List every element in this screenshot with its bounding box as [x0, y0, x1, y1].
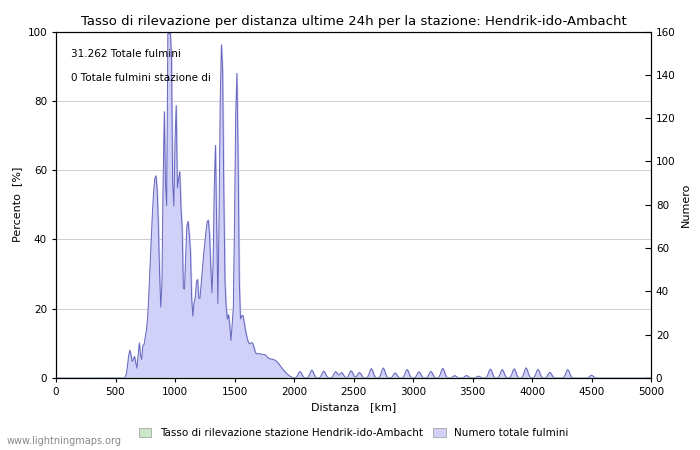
Text: www.lightningmaps.org: www.lightningmaps.org: [7, 436, 122, 446]
Title: Tasso di rilevazione per distanza ultime 24h per la stazione: Hendrik-ido-Ambach: Tasso di rilevazione per distanza ultime…: [80, 14, 626, 27]
Y-axis label: Percento  [%]: Percento [%]: [12, 167, 22, 243]
Text: 0 Totale fulmini stazione di: 0 Totale fulmini stazione di: [71, 73, 211, 83]
X-axis label: Distanza   [km]: Distanza [km]: [311, 403, 396, 413]
Text: 31.262 Totale fulmini: 31.262 Totale fulmini: [71, 49, 181, 59]
Y-axis label: Numero: Numero: [681, 183, 691, 227]
Legend: Tasso di rilevazione stazione Hendrik-ido-Ambacht, Numero totale fulmini: Tasso di rilevazione stazione Hendrik-id…: [134, 424, 573, 442]
